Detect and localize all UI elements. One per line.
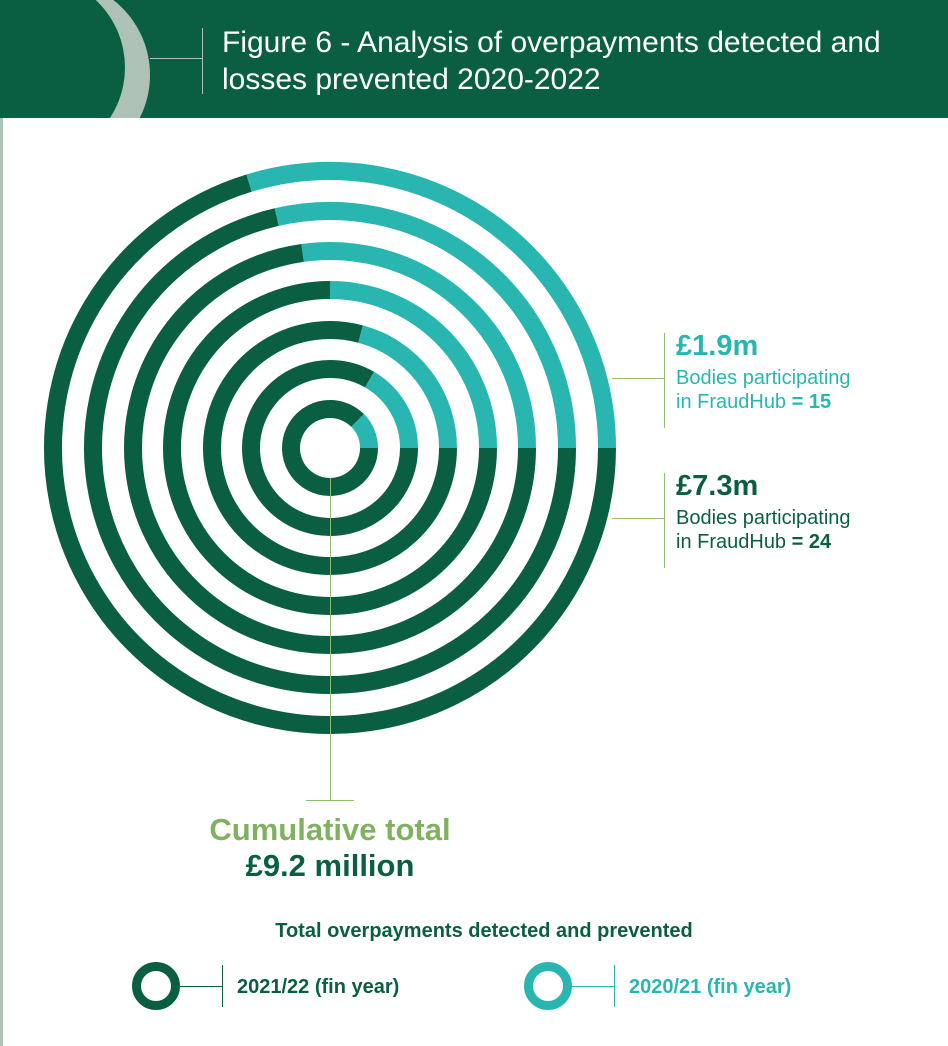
dark-segment-bodies-count: = 24	[791, 531, 832, 553]
ring-1-teal-arc	[246, 162, 616, 449]
legend-teal-ring-icon	[524, 962, 572, 1010]
header-divider-line	[202, 28, 203, 94]
dark-segment-amount: £7.3m	[676, 470, 759, 502]
header-decoration-circle-inner	[0, 0, 125, 118]
legend-label-2021-22: 2021/22 (fin year)	[237, 976, 400, 998]
legend-teal-divider	[614, 965, 615, 1007]
teal-segment-connector	[612, 378, 664, 379]
legend-label-2020-21: 2020/21 (fin year)	[629, 976, 792, 998]
ring-3-dark-arc	[124, 244, 536, 654]
legend-dark-divider	[222, 965, 223, 1007]
figure-header: Figure 6 - Analysis of overpayments dete…	[0, 0, 948, 118]
legend-dark-connector	[180, 986, 222, 987]
cumulative-total-label: Cumulative total	[209, 812, 451, 847]
left-border	[0, 118, 3, 1046]
ring-3-teal-arc	[301, 242, 536, 449]
total-connector-foot	[306, 800, 354, 801]
ring-5-teal-arc	[358, 325, 457, 449]
legend-dark-ring-icon	[132, 962, 180, 1010]
total-connector-line	[330, 478, 331, 800]
dark-segment-desc-line1: Bodies participating	[676, 507, 851, 529]
ring-7-teal-arc	[350, 414, 378, 449]
ring-2-dark-arc	[84, 208, 576, 694]
ring-1-dark-arc	[44, 174, 616, 734]
ring-4-teal-arc	[329, 281, 497, 449]
legend-title: Total overpayments detected and prevente…	[275, 920, 693, 942]
ring-7-dark-arc	[282, 400, 378, 496]
teal-segment-desc-prefix: in FraudHub	[676, 391, 787, 413]
ring-2-teal-arc	[274, 202, 576, 449]
teal-segment-desc-line1: Bodies participating	[676, 367, 851, 389]
ring-5-dark-arc	[203, 321, 457, 575]
dark-segment-desc-prefix: in FraudHub	[676, 531, 787, 553]
teal-segment-desc-line2: in FraudHub = 15	[676, 390, 831, 414]
teal-annotation-bar	[664, 333, 665, 428]
cumulative-total-value: £9.2 million	[245, 848, 415, 883]
dark-annotation-bar	[664, 473, 665, 568]
dark-segment-desc-line2: in FraudHub = 24	[676, 530, 831, 554]
dark-segment-connector	[612, 518, 664, 519]
legend-teal-connector	[572, 986, 614, 987]
teal-segment-bodies-count: = 15	[791, 391, 832, 413]
header-connector-line	[150, 58, 202, 59]
figure-title: Figure 6 - Analysis of overpayments dete…	[222, 26, 881, 96]
ring-4-dark-arc	[163, 281, 497, 615]
ring-6-teal-arc	[364, 371, 418, 449]
teal-segment-amount: £1.9m	[676, 330, 759, 362]
concentric-ring-chart	[44, 162, 616, 734]
ring-6-dark-arc	[242, 360, 418, 536]
